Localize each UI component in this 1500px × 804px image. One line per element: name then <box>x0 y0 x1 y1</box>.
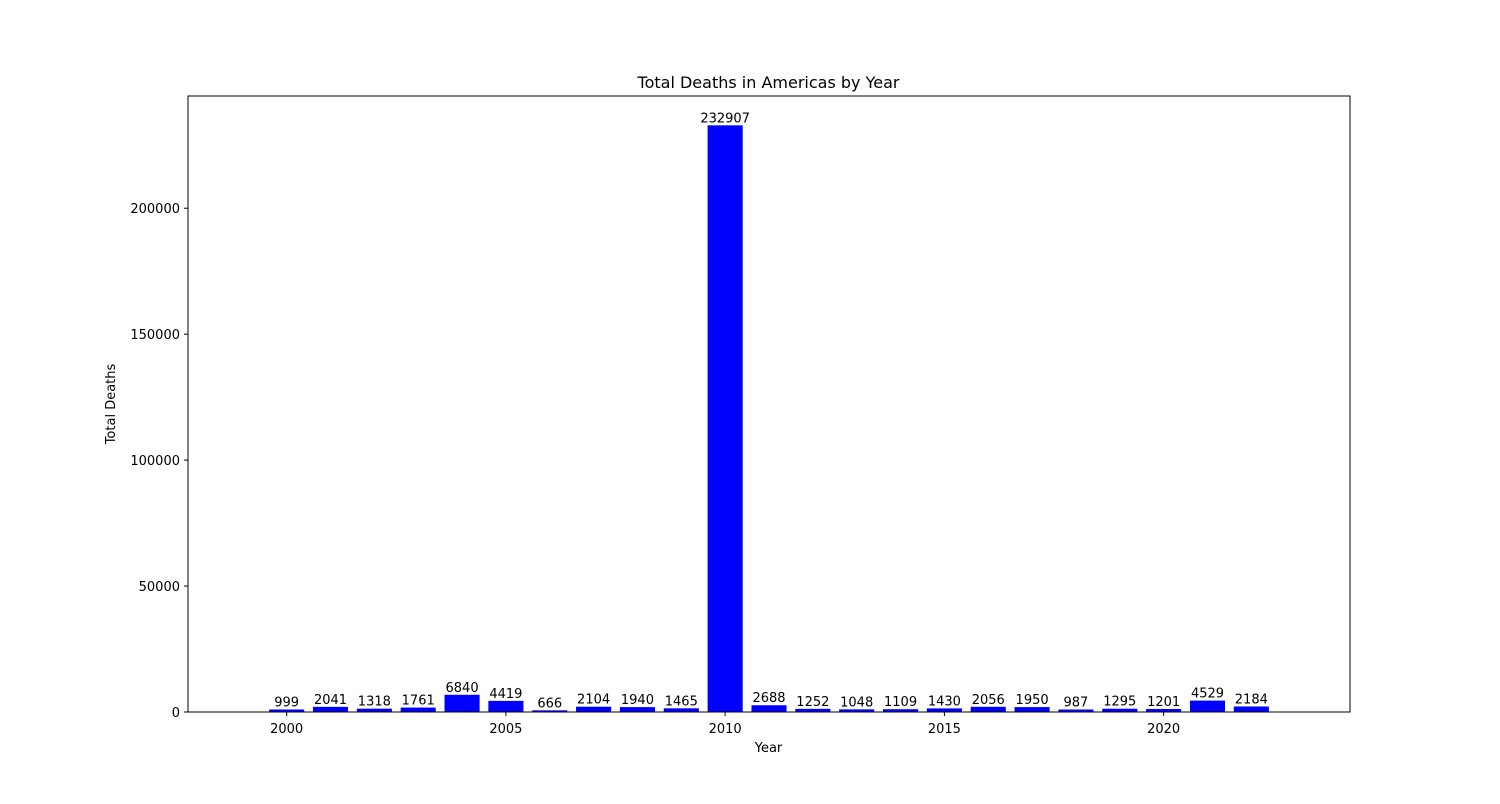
bar-2021 <box>1189 700 1226 712</box>
bar-2020 <box>1146 708 1182 712</box>
x-tick-label: 2010 <box>709 722 742 737</box>
bar-2013 <box>839 709 875 712</box>
bars-group <box>269 125 1269 712</box>
data-label-2015: 1430 <box>928 694 961 709</box>
data-labels-group: 999 2041 1318 1761 6840 4419 666 2104 1940 1465 23… <box>274 111 1268 711</box>
x-tick-label: 2020 <box>1147 722 1180 737</box>
data-label-2001: 2041 <box>314 693 347 708</box>
bar-2012 <box>795 708 831 712</box>
x-tick-label: 2005 <box>489 722 522 737</box>
data-label-2003: 1761 <box>402 694 435 709</box>
data-label-2004: 6840 <box>446 681 479 696</box>
bar-2004 <box>444 694 480 712</box>
data-label-2006: 666 <box>537 696 562 711</box>
plot-frame <box>187 95 1351 713</box>
bar-2015 <box>926 708 962 712</box>
bar-2007 <box>576 706 612 712</box>
bar-2008 <box>619 707 655 712</box>
bar-2016 <box>970 706 1006 712</box>
data-label-2011: 2688 <box>752 691 785 706</box>
data-label-2012: 1252 <box>796 695 829 710</box>
x-tick-label: 2000 <box>270 722 303 737</box>
y-tick-label: 100000 <box>130 454 180 469</box>
x-tick-label: 2015 <box>928 722 961 737</box>
data-label-2007: 2104 <box>577 693 610 708</box>
bar-2019 <box>1102 708 1138 712</box>
data-label-2009: 1465 <box>665 694 698 709</box>
x-axis-ticks: 2000 2005 2010 2015 2020 <box>270 712 1180 737</box>
data-label-2021: 4529 <box>1191 687 1224 702</box>
bar-2017 <box>1014 707 1050 712</box>
y-tick-label: 150000 <box>130 328 180 343</box>
bar-2010 <box>707 125 743 712</box>
x-axis-label: Year <box>754 741 783 756</box>
data-label-2022: 2184 <box>1235 692 1268 707</box>
data-label-2010: 232907 <box>700 111 750 126</box>
data-label-2000: 999 <box>274 695 299 710</box>
data-label-2014: 1109 <box>884 695 917 710</box>
bar-2005 <box>488 700 524 712</box>
bar-2011 <box>751 705 787 712</box>
chart-title: Total Deaths in Americas by Year <box>637 73 900 92</box>
bar-2018 <box>1058 709 1094 712</box>
y-axis-ticks: 0 50000 100000 150000 200000 <box>130 202 188 721</box>
data-label-2018: 987 <box>1064 696 1089 711</box>
data-label-2005: 4419 <box>489 687 522 702</box>
bar-2003 <box>400 707 436 712</box>
data-label-2013: 1048 <box>840 695 873 710</box>
bar-2009 <box>663 708 699 712</box>
data-label-2020: 1201 <box>1147 695 1180 710</box>
bar-2001 <box>312 706 349 712</box>
bar-2006 <box>532 710 568 712</box>
data-label-2017: 1950 <box>1016 693 1049 708</box>
data-label-2016: 2056 <box>972 693 1005 708</box>
y-axis-label: Total Deaths <box>104 363 119 445</box>
data-label-2002: 1318 <box>358 695 391 710</box>
bar-2002 <box>356 708 392 712</box>
bar-2000 <box>269 709 305 712</box>
y-tick-label: 0 <box>172 706 180 721</box>
y-tick-label: 200000 <box>130 202 180 217</box>
bar-2022 <box>1233 706 1269 712</box>
data-label-2008: 1940 <box>621 693 654 708</box>
bar-2014 <box>883 709 919 712</box>
data-label-2019: 1295 <box>1103 695 1136 710</box>
y-tick-label: 50000 <box>139 580 180 595</box>
